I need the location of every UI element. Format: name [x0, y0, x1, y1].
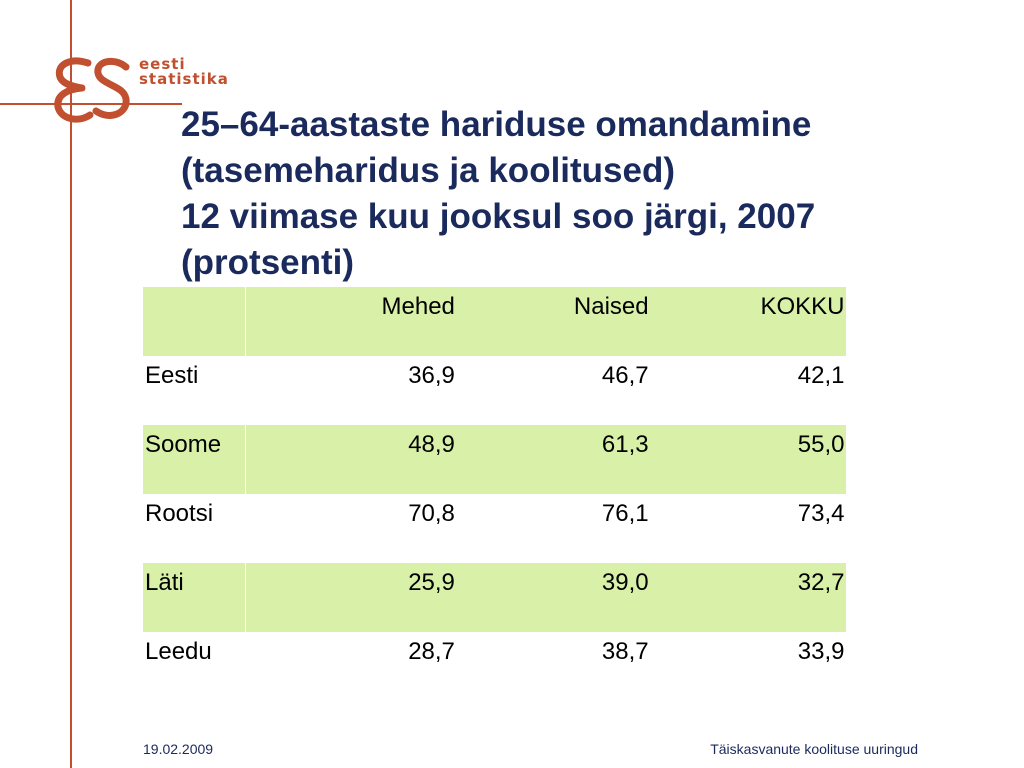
row-country: Läti	[143, 563, 246, 632]
title-line-3: 12 viimase kuu jooksul soo järgi, 2007	[181, 197, 816, 236]
table-row: Soome 48,9 61,3 55,0	[143, 425, 846, 494]
logo-wordmark-line2: statistika	[139, 70, 229, 88]
row-women: 46,7	[601, 362, 649, 389]
row-women: 76,1	[601, 500, 649, 527]
table-row: Eesti 36,9 46,7 42,1	[143, 356, 846, 425]
logo-wordmark: eesti statistika	[139, 57, 229, 87]
table-row: Läti 25,9 39,0 32,7	[143, 563, 846, 632]
vertical-accent-line	[70, 0, 72, 768]
footer-date: 19.02.2009	[143, 741, 214, 757]
header-women: Naised	[455, 287, 650, 356]
row-country: Leedu	[145, 638, 212, 665]
table-header-row: Mehed Naised KOKKU	[143, 287, 846, 356]
row-women: 39,0	[455, 563, 650, 632]
row-men: 70,8	[244, 494, 456, 563]
row-country: Eesti	[145, 362, 199, 389]
title-line-4: (protsenti)	[181, 243, 355, 282]
row-total: 33,9	[797, 638, 845, 665]
slide-title: 25–64-aastaste hariduse omandamine (tase…	[181, 102, 941, 286]
row-men: 48,9	[244, 425, 456, 494]
row-total: 32,7	[649, 563, 846, 632]
table-row: Leedu 28,7 38,7 33,9	[143, 632, 846, 701]
logo-s-shape	[92, 57, 130, 119]
row-country: Rootsi	[145, 500, 214, 527]
education-table: Mehed Naised KOKKU Eesti 36,9 46,7 42,1 …	[143, 287, 846, 701]
row-total: 73,4	[797, 500, 845, 527]
header-country	[143, 287, 246, 356]
row-men: 28,7	[244, 632, 456, 701]
footer-title: Täiskasvanute koolituse uuringud	[710, 741, 918, 757]
table-row: Rootsi 70,8 76,1 73,4	[143, 494, 846, 563]
header-men: Mehed	[244, 287, 456, 356]
horizontal-accent-line	[0, 103, 182, 105]
row-country: Soome	[143, 425, 246, 494]
row-men: 36,9	[244, 356, 456, 425]
row-women: 38,7	[601, 638, 649, 665]
title-line-2: (tasemeharidus ja koolitused)	[181, 151, 676, 190]
statistics-estonia-logo	[54, 57, 130, 123]
row-men: 25,9	[244, 563, 456, 632]
logo-e-shape	[54, 57, 94, 123]
title-line-1: 25–64-aastaste hariduse omandamine	[181, 105, 812, 144]
logo-wordmark-line1: eesti	[139, 55, 186, 73]
row-total: 42,1	[797, 362, 845, 389]
row-total: 55,0	[649, 425, 846, 494]
header-total: KOKKU	[649, 287, 846, 356]
row-women: 61,3	[455, 425, 650, 494]
